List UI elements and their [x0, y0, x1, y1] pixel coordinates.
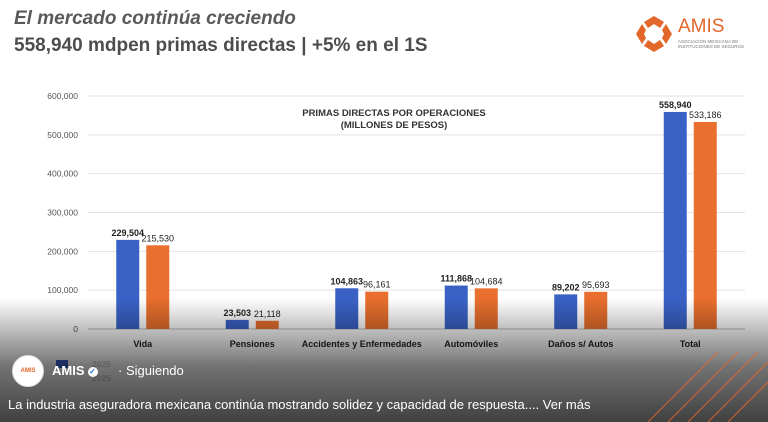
- decorative-lines: [647, 351, 768, 422]
- bar-2024: [693, 121, 717, 329]
- data-label: 96,161: [363, 280, 391, 290]
- slide-subtitle: 558,940 mdpen primas directas | +5% en e…: [14, 35, 428, 56]
- see-more-link[interactable]: Ver más: [539, 397, 591, 412]
- caption-text: La industria aseguradora mexicana contin…: [8, 397, 540, 412]
- account-name[interactable]: AMIS ✓: [52, 363, 98, 378]
- data-label: 89,202: [552, 282, 580, 292]
- data-label: 558,940: [659, 100, 692, 110]
- amis-logo: AMIS ASOCIACIÓN MEXICANA DE INSTITUCIONE…: [634, 14, 754, 58]
- data-label: 95,693: [582, 280, 610, 290]
- y-tick-label: 200,000: [47, 246, 78, 256]
- account-avatar[interactable]: AMIS: [12, 355, 44, 387]
- y-tick-label: 100,000: [47, 285, 78, 295]
- verified-icon: ✓: [87, 366, 98, 377]
- slide-title: El mercado continúa creciendo: [14, 8, 296, 29]
- data-label: 533,186: [689, 110, 722, 120]
- following-status[interactable]: · Siguiendo: [118, 363, 184, 378]
- chart-title: PRIMAS DIRECTAS POR OPERACIONES (MILLONE…: [244, 108, 544, 132]
- y-tick-label: 300,000: [47, 208, 78, 218]
- bar-2025: [663, 111, 687, 329]
- data-label: 215,530: [141, 233, 174, 243]
- y-tick-label: 600,000: [47, 91, 78, 101]
- data-label: 229,504: [111, 228, 144, 238]
- amis-logo-icon: [636, 16, 672, 52]
- y-tick-label: 500,000: [47, 130, 78, 140]
- y-tick-label: 400,000: [47, 169, 78, 179]
- data-label: 104,863: [330, 276, 363, 286]
- avatar-logo-text: AMIS: [20, 368, 36, 374]
- chart-title-sub: (MILLONES DE PESOS): [340, 120, 448, 131]
- account-name-text: AMIS: [52, 363, 85, 378]
- chart-title-main: PRIMAS DIRECTAS POR OPERACIONES: [302, 108, 486, 119]
- data-label: 104,684: [470, 276, 503, 286]
- data-label: 111,868: [440, 274, 472, 284]
- video-overlay: [0, 298, 768, 422]
- logo-name: AMIS: [678, 16, 725, 37]
- post-caption: La industria aseguradora mexicana contin…: [8, 397, 590, 412]
- logo-tagline: ASOCIACIÓN MEXICANA DE INSTITUCIONES DE …: [678, 39, 745, 49]
